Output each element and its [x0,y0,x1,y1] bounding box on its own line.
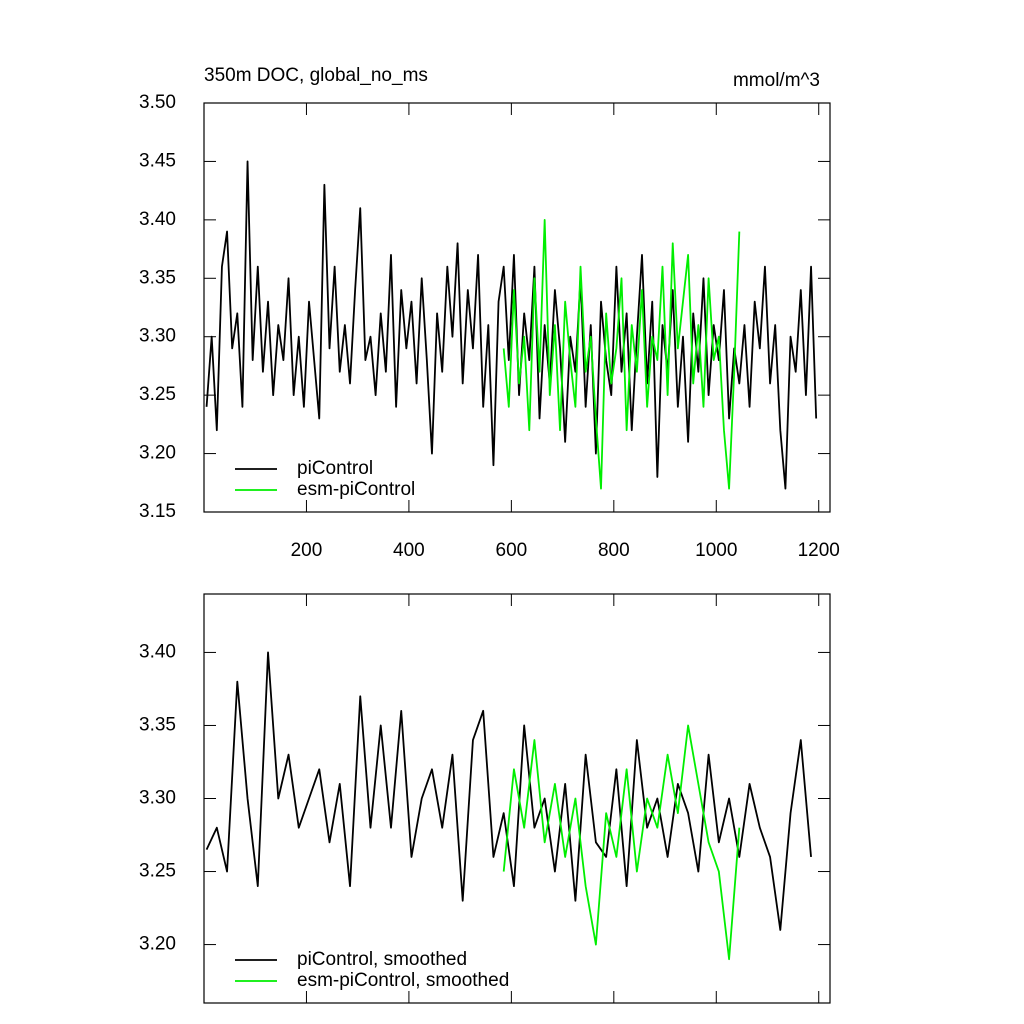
units-label: mmol/m^3 [733,70,820,91]
plot-frame [203,593,831,1004]
y-tick-label: 3.20 [139,443,176,464]
legend-label: piControl [297,458,373,479]
y-tick-label: 3.25 [139,384,176,405]
y-tick-label: 3.40 [139,641,176,662]
x-tick-label: 200 [291,540,323,561]
y-tick-label: 3.30 [139,788,176,809]
series-line [502,724,741,961]
legend-label: piControl, smoothed [297,949,467,970]
chart-title: 350m DOC, global_no_ms [204,65,428,86]
y-tick-label: 3.35 [139,714,176,735]
y-tick-label: 3.30 [139,326,176,347]
y-tick-label: 3.20 [139,934,176,955]
series-line [205,651,812,931]
series-line [205,160,818,490]
x-tick-label: 1200 [798,540,840,561]
x-tick-label: 1000 [695,540,737,561]
y-tick-label: 3.25 [139,861,176,882]
legend-label: esm-piControl [297,479,415,500]
y-tick-label: 3.15 [139,501,176,522]
y-tick-label: 3.50 [139,92,176,113]
x-tick-label: 400 [393,540,425,561]
y-tick-label: 3.35 [139,267,176,288]
legend-label: esm-piControl, smoothed [297,970,509,991]
series-line [502,218,741,490]
y-tick-label: 3.40 [139,209,176,230]
y-tick-label: 3.45 [139,150,176,171]
plot-frame [203,102,831,513]
x-tick-label: 800 [598,540,630,561]
x-tick-label: 600 [496,540,528,561]
